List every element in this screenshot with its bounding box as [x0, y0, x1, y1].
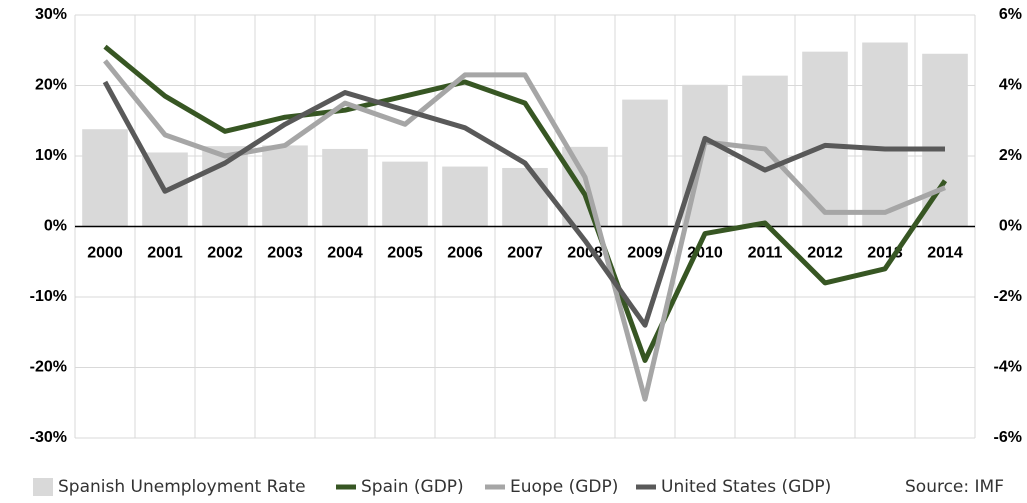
bar: [502, 167, 548, 227]
legend-label: United States (GDP): [661, 477, 831, 497]
y-tick-label: 20%: [35, 77, 67, 94]
bar: [622, 99, 668, 227]
y2-tick-label: -4%: [994, 359, 1022, 376]
x-tick-label: 2001: [147, 245, 183, 262]
x-tick-label: 2005: [387, 245, 423, 262]
x-tick-label: 2012: [807, 245, 843, 262]
y-tick-label: 0%: [44, 218, 67, 235]
bar: [802, 51, 848, 227]
y2-tick-label: 2%: [999, 147, 1022, 164]
bar: [922, 53, 968, 227]
bar: [202, 146, 248, 227]
x-tick-label: 2000: [87, 245, 123, 262]
y2-tick-label: 6%: [999, 6, 1022, 23]
x-tick-label: 2006: [447, 245, 483, 262]
y2-tick-label: -2%: [994, 288, 1022, 305]
bar: [382, 161, 428, 227]
bar: [442, 166, 488, 227]
legend-label: Spain (GDP): [361, 477, 464, 497]
x-tick-label: 2007: [507, 245, 543, 262]
x-tick-label: 2009: [627, 245, 663, 262]
bar: [262, 145, 308, 227]
bar: [322, 148, 368, 227]
legend-swatch: [33, 478, 53, 496]
legend-label: Spanish Unemployment Rate: [58, 477, 306, 497]
x-tick-label: 2003: [267, 245, 303, 262]
line-series: [103, 44, 948, 363]
y2-tick-label: 4%: [999, 77, 1022, 94]
source: Source: IMF: [905, 477, 1004, 497]
x-tick-label: 2004: [327, 245, 363, 262]
line-series: [102, 80, 945, 328]
x-tick-label: 2011: [748, 245, 783, 262]
x-tick-label: 2014: [927, 245, 963, 262]
legend-label: Euope (GDP): [510, 477, 618, 497]
y2-tick-label: -6%: [994, 429, 1022, 446]
y2-tick-label: 0%: [999, 218, 1022, 235]
bar: [862, 42, 908, 227]
y-tick-label: -30%: [30, 429, 67, 446]
y-tick-label: 10%: [35, 147, 67, 164]
y-tick-label: -10%: [30, 288, 67, 305]
x-tick-label: 2002: [207, 245, 243, 262]
bar: [82, 129, 128, 227]
y-tick-label: 30%: [35, 6, 67, 23]
y-tick-label: -20%: [30, 359, 67, 376]
